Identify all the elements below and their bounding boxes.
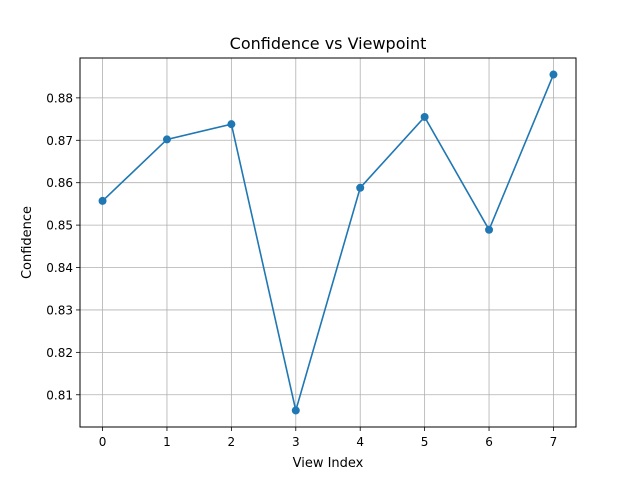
x-tick-label: 7	[550, 435, 558, 449]
x-tick-label: 0	[99, 435, 107, 449]
y-tick-label: 0.83	[46, 303, 73, 317]
plot-frame	[79, 57, 577, 428]
x-tick-label: 3	[292, 435, 300, 449]
y-tick-label: 0.87	[46, 134, 73, 148]
y-tick-label: 0.88	[46, 91, 73, 105]
x-tick-label: 4	[356, 435, 364, 449]
x-tick-label: 2	[228, 435, 236, 449]
y-axis-label: Confidence	[20, 206, 35, 279]
grid	[80, 58, 576, 427]
data-point	[162, 135, 171, 144]
data-point	[420, 112, 429, 121]
x-tick-label: 1	[163, 435, 171, 449]
data-point	[227, 120, 236, 129]
y-tick-label: 0.81	[46, 388, 73, 402]
x-tick-label: 5	[421, 435, 429, 449]
y-tick-label: 0.85	[46, 219, 73, 233]
data-point	[98, 196, 107, 205]
y-tick-label: 0.82	[46, 346, 73, 360]
y-tick-label: 0.84	[46, 261, 73, 275]
y-tick-label: 0.86	[46, 176, 73, 190]
y-axis: 0.81 0.82 0.83 0.84 0.85 0.86 0.87 0.88	[46, 91, 80, 402]
series-line	[98, 70, 558, 415]
data-point	[356, 183, 365, 192]
data-point	[485, 225, 494, 234]
data-point	[549, 70, 558, 79]
x-axis: 0 1 2 3 4 5 6 7	[99, 427, 558, 449]
data-line	[101, 74, 555, 411]
x-tick-label: 6	[485, 435, 493, 449]
x-axis-label: View Index	[293, 456, 364, 471]
chart-title: Confidence vs Viewpoint	[230, 34, 427, 53]
data-point	[291, 406, 300, 415]
